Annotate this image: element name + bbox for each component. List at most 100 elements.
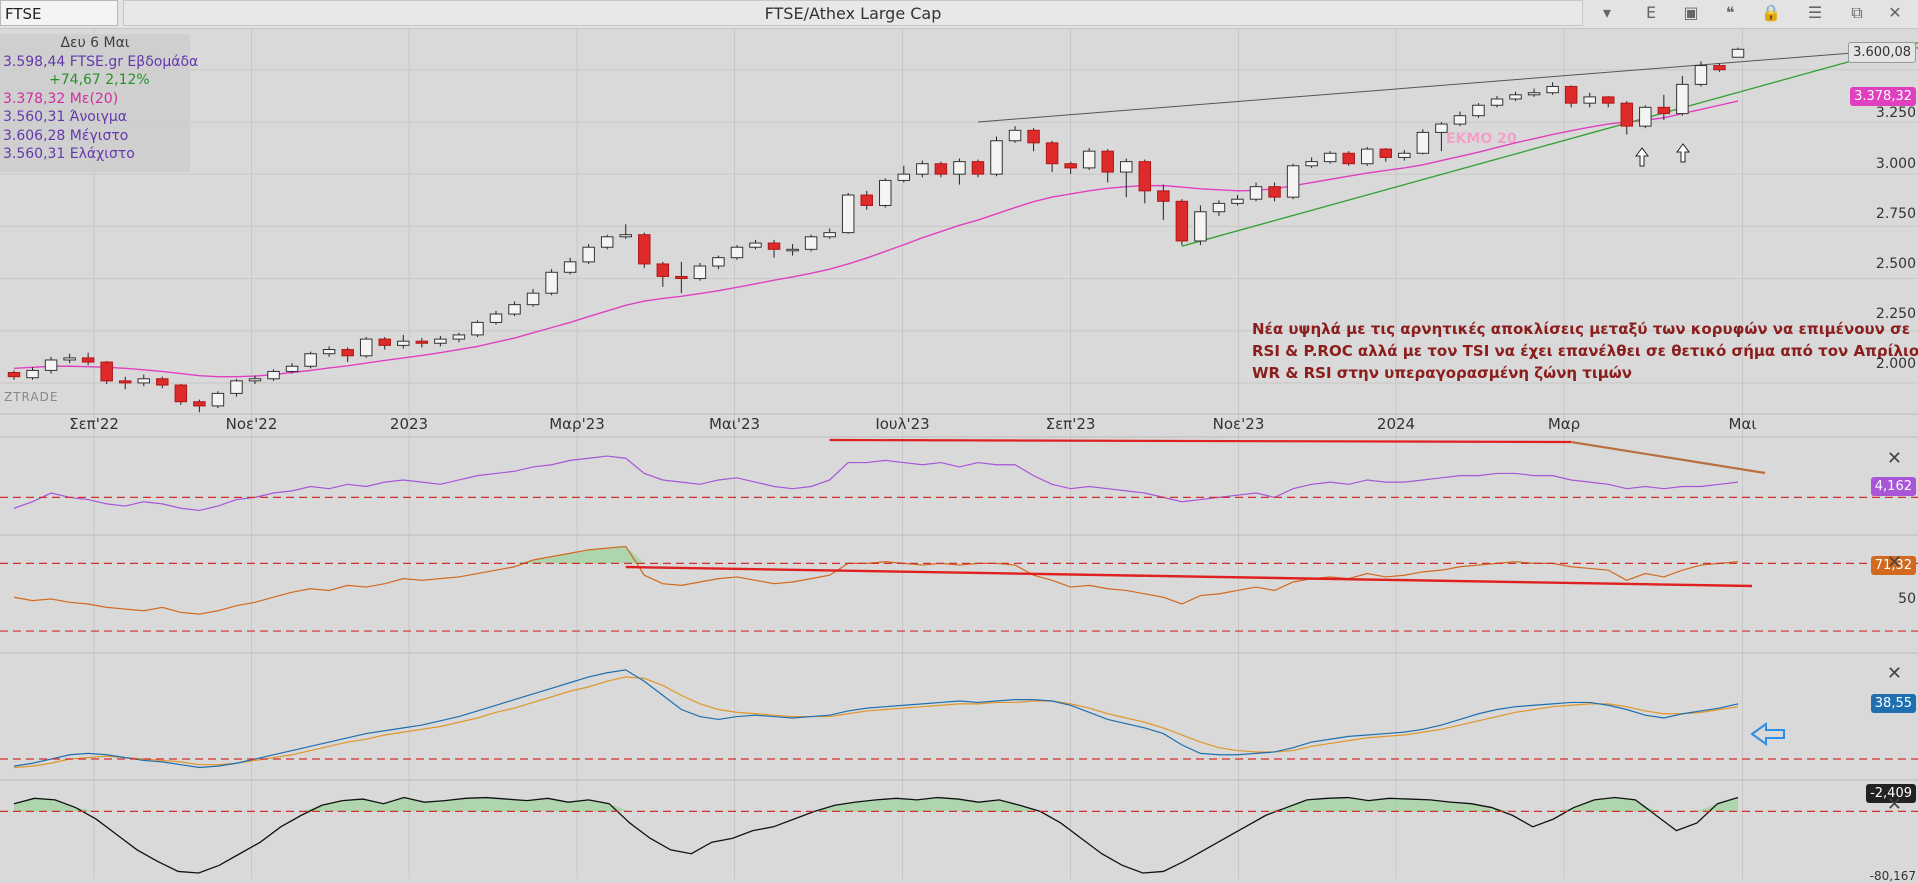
- candle: [397, 334, 410, 349]
- candle: [1564, 85, 1578, 108]
- candle-body: [193, 401, 206, 407]
- candle: [1157, 184, 1170, 221]
- candle-body: [1323, 152, 1337, 163]
- e-icon[interactable]: E: [1645, 3, 1657, 22]
- candle: [1657, 94, 1671, 120]
- candle-body: [897, 173, 911, 181]
- chevron-down-icon[interactable]: ▾: [1602, 3, 1612, 22]
- x-tick-label: 2023: [389, 415, 429, 433]
- info-ma: 3.378,32 Με(20): [3, 90, 119, 107]
- candle-body: [378, 338, 391, 346]
- candle-body: [971, 161, 985, 175]
- restore-icon[interactable]: ⧉: [1851, 3, 1863, 22]
- candle-body: [174, 384, 188, 403]
- rsi-badge: 71,32: [1870, 556, 1916, 575]
- candle: [100, 361, 113, 384]
- candle: [1527, 88, 1541, 97]
- candle-body: [1509, 94, 1522, 100]
- menu-icon[interactable]: ☰: [1807, 3, 1823, 22]
- candle: [1082, 148, 1096, 170]
- candle: [359, 337, 373, 358]
- candle-body: [322, 349, 336, 355]
- close-icon[interactable]: ✕: [1888, 3, 1902, 22]
- candle: [934, 161, 948, 178]
- candle: [230, 378, 243, 397]
- candle-body: [267, 370, 280, 380]
- comment-icon[interactable]: ❝: [1725, 3, 1735, 22]
- close-pane-icon[interactable]: ✕: [1886, 663, 1902, 684]
- rsi-overbought-fill: [514, 546, 645, 564]
- candle-body: [248, 378, 262, 382]
- toolbar: FTSE FTSE/Athex Large Cap ▾ E ▣ ❝ 🔒 ☰ ⧉ …: [0, 0, 1918, 29]
- close-pane-icon[interactable]: ✕: [1886, 552, 1902, 573]
- candle-body: [1379, 148, 1393, 158]
- proc-badge: 4,162: [1870, 477, 1916, 496]
- tsi-badge: 38,55: [1870, 694, 1916, 713]
- candle-body: [1639, 106, 1652, 127]
- candle-body: [786, 248, 799, 252]
- candle-body: [1120, 161, 1133, 173]
- candle-body: [137, 378, 151, 384]
- chart-area[interactable]: [0, 28, 1918, 879]
- close-pane-icon[interactable]: ✕: [1886, 448, 1902, 469]
- candle-body: [63, 357, 76, 361]
- candle: [1509, 91, 1522, 102]
- candle-body: [1676, 83, 1689, 115]
- support-line: [1181, 41, 1918, 247]
- candle: [1713, 63, 1726, 72]
- lock-icon[interactable]: 🔒: [1761, 3, 1781, 22]
- candle: [712, 255, 725, 270]
- candle: [304, 351, 317, 369]
- candle-body: [1453, 115, 1467, 125]
- info-change: +74,67 2,12%: [49, 72, 150, 88]
- candle: [118, 376, 132, 390]
- candle-body: [563, 261, 577, 273]
- x-tick-label: Μαρ'23: [549, 415, 605, 433]
- candle: [1305, 157, 1318, 168]
- close-pane-icon[interactable]: ✕: [1886, 794, 1902, 815]
- candle: [675, 261, 688, 294]
- candle: [990, 136, 1003, 177]
- candle-body: [489, 313, 503, 323]
- candle: [489, 310, 503, 325]
- candle-body: [1268, 186, 1281, 198]
- rsi-line: [13, 545, 1739, 615]
- tsi-signal-line: [13, 676, 1739, 769]
- x-tick-label: Σεπ'23: [1045, 415, 1096, 433]
- chart-title: FTSE/Athex Large Cap: [123, 0, 1583, 26]
- annotation-text: Νέα υψηλά με τις αρνητικές αποκλίσεις με…: [1252, 318, 1918, 384]
- candle: [619, 224, 632, 239]
- candle-body: [508, 304, 521, 315]
- candle: [582, 244, 595, 264]
- candle-body: [600, 236, 614, 248]
- panel-icon[interactable]: ▣: [1683, 3, 1699, 22]
- up-arrow-icon: [1635, 147, 1649, 167]
- x-tick-label: 2024: [1376, 415, 1416, 433]
- candle-body: [44, 359, 58, 371]
- left-arrow-icon: [1750, 722, 1785, 746]
- candle: [1416, 129, 1430, 155]
- candle: [1620, 101, 1634, 135]
- info-low: 3.560,31 Ελάχιστο: [3, 146, 135, 162]
- candle-body: [415, 340, 429, 344]
- candle-body: [1138, 161, 1152, 192]
- candle: [137, 374, 151, 387]
- symbol-input[interactable]: FTSE: [0, 0, 118, 26]
- candle: [1694, 61, 1708, 87]
- candle: [1101, 149, 1114, 183]
- candle-body: [1231, 198, 1244, 204]
- candle: [378, 337, 391, 350]
- candle-body: [452, 334, 466, 340]
- candle: [1583, 92, 1596, 108]
- candle-body: [1472, 104, 1485, 117]
- candle: [1546, 82, 1559, 95]
- candle: [1175, 199, 1189, 246]
- candle: [63, 353, 76, 364]
- info-price: 3.598,44 FTSE.gr Εβδομάδα: [3, 53, 199, 70]
- candle-body: [471, 321, 484, 336]
- candle-body: [1008, 129, 1022, 142]
- candle: [1490, 95, 1504, 108]
- candle: [1249, 182, 1263, 202]
- proc-divergence-line: [829, 438, 1572, 444]
- candle: [786, 244, 799, 256]
